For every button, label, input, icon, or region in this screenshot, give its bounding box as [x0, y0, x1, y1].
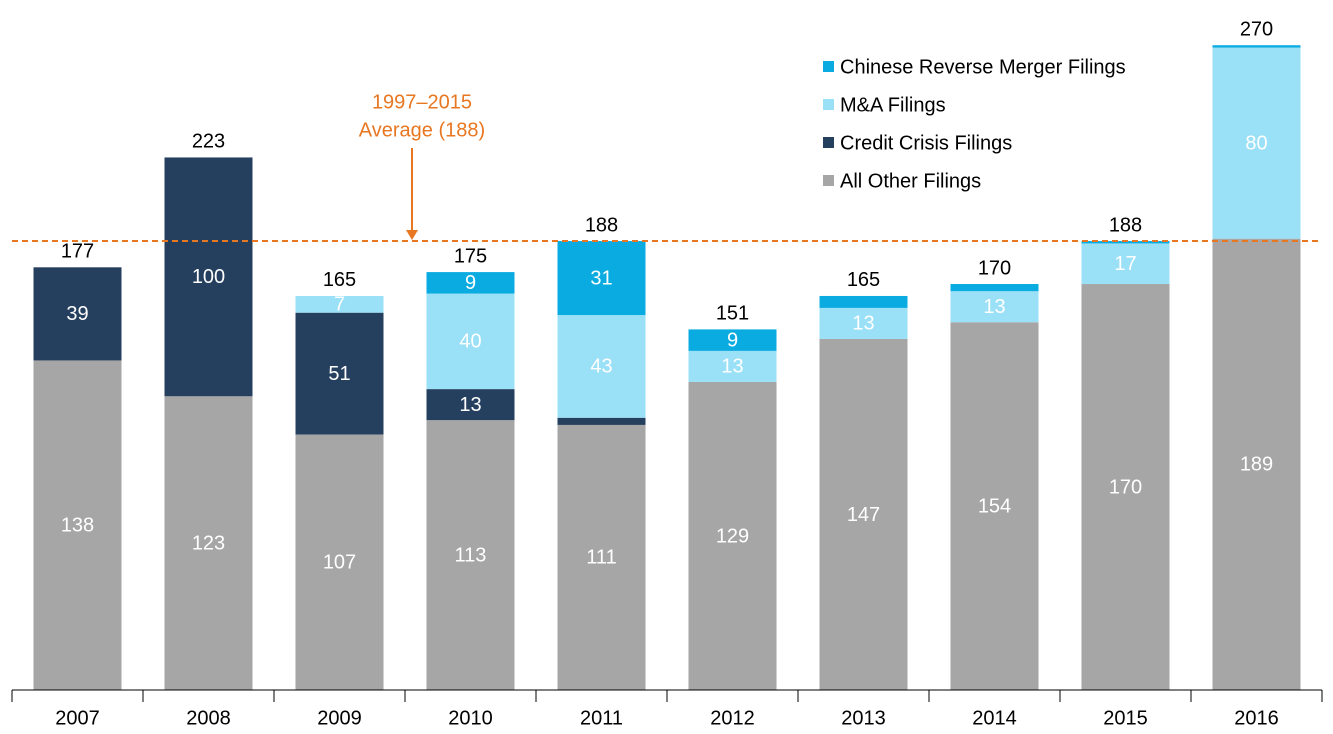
segment-label: 9 [465, 272, 476, 294]
bar-segment [295, 434, 384, 690]
segment-label: 7 [334, 294, 345, 316]
bar-segment [164, 396, 253, 690]
legend-label: Credit Crisis Filings [840, 132, 1012, 154]
bar-segment [1212, 45, 1301, 48]
bar-segment [33, 360, 122, 690]
bar-segment [950, 322, 1039, 690]
segment-label: 107 [323, 552, 356, 574]
bar-segment [1081, 241, 1170, 244]
bar-segment [426, 389, 515, 421]
bar-segment [557, 417, 646, 425]
bar-segment [688, 329, 777, 351]
x-tick-label: 2013 [841, 707, 886, 729]
x-tick-label: 2014 [972, 707, 1017, 729]
total-label: 151 [716, 303, 749, 325]
bar-segment [426, 272, 515, 294]
segment-label: 189 [1240, 454, 1273, 476]
x-tick-label: 2009 [317, 707, 362, 729]
bar-segment [819, 295, 908, 308]
legend-swatch [823, 175, 834, 186]
bar-segment [1212, 238, 1301, 691]
total-label: 170 [978, 257, 1011, 279]
segment-label: 147 [847, 504, 880, 526]
legend-swatch [823, 61, 834, 72]
segment-label: 17 [1114, 253, 1136, 275]
segment-label: 80 [1245, 132, 1267, 154]
total-label: 223 [192, 131, 225, 153]
segment-label: 9 [727, 329, 738, 351]
x-tick-label: 2007 [55, 707, 100, 729]
total-label: 165 [323, 269, 356, 291]
total-label: 188 [585, 214, 618, 236]
segment-label: 13 [852, 313, 874, 335]
bar-segment [557, 424, 646, 690]
bar-segment [1081, 284, 1170, 690]
bar-segment [295, 312, 384, 435]
legend-label: Chinese Reverse Merger Filings [840, 56, 1126, 78]
bar-segment [1212, 47, 1301, 239]
segment-label: 154 [978, 495, 1011, 517]
segment-label: 123 [192, 532, 225, 554]
segment-label: 13 [983, 296, 1005, 318]
total-label: 165 [847, 269, 880, 291]
bar-segment [950, 291, 1039, 323]
bar-segment [557, 241, 646, 316]
legend-label: M&A Filings [840, 94, 946, 116]
segment-label: 31 [590, 267, 612, 289]
x-tick-label: 2016 [1234, 707, 1279, 729]
segment-label: 51 [328, 363, 350, 385]
bar-segment [950, 284, 1039, 292]
bar-segment [557, 315, 646, 418]
segment-label: 113 [455, 544, 487, 566]
bar-segment [1081, 243, 1170, 285]
bar-segment [164, 157, 253, 397]
segment-label: 40 [459, 331, 481, 353]
total-label: 270 [1240, 19, 1273, 41]
bar-segment [819, 338, 908, 690]
legend-swatch [823, 99, 834, 110]
segment-label: 13 [721, 356, 743, 378]
segment-label: 170 [1109, 476, 1142, 498]
bar-segment [819, 307, 908, 339]
bar-segment [426, 420, 515, 690]
x-tick-label: 2010 [448, 707, 493, 729]
total-label: 188 [1109, 214, 1142, 236]
segment-label: 129 [716, 525, 749, 547]
segment-label: 43 [590, 356, 612, 378]
x-tick-label: 2011 [580, 707, 623, 729]
segment-label: 13 [459, 394, 481, 416]
bar-segment [688, 350, 777, 382]
segment-label: 100 [192, 266, 225, 288]
average-annotation: 1997–2015 [372, 91, 472, 113]
annotation-arrowhead [406, 230, 418, 241]
bar-segment [295, 295, 384, 313]
x-tick-label: 2008 [186, 707, 231, 729]
bar-segment [33, 267, 122, 361]
segment-label: 111 [586, 547, 616, 569]
legend-swatch [823, 137, 834, 148]
legend-label: All Other Filings [840, 170, 981, 192]
total-label: 175 [454, 245, 487, 267]
average-annotation: Average (188) [359, 119, 485, 141]
total-label: 177 [61, 241, 94, 263]
segment-label: 39 [66, 303, 88, 325]
bar-segment [426, 293, 515, 390]
x-tick-label: 2012 [710, 707, 755, 729]
x-tick-label: 2015 [1103, 707, 1148, 729]
segment-label: 138 [61, 515, 94, 537]
bar-segment [688, 381, 777, 690]
